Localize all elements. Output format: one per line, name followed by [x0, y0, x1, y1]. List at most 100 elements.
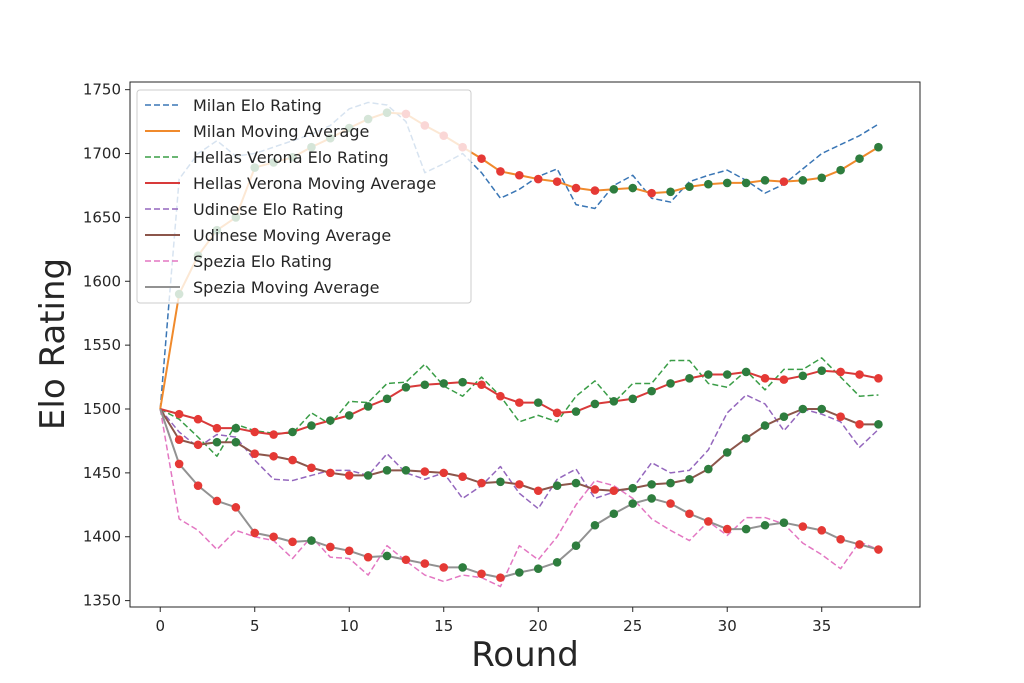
udinese-moving-average-point: [647, 480, 656, 489]
y-tick-label: 1750: [83, 81, 121, 99]
spezia-moving-average-point: [798, 522, 808, 531]
x-tick-label: 30: [718, 617, 737, 635]
hellas-verona-moving-average-point: [250, 427, 260, 437]
spezia-moving-average-point: [552, 557, 562, 567]
udinese-moving-average-point: [326, 468, 335, 478]
udinese-moving-average-point: [420, 467, 430, 476]
x-axis: 0 5 10 15 20 25 30 35: [155, 607, 831, 635]
spezia-moving-average-point: [458, 563, 467, 572]
spezia-moving-average-point: [363, 552, 373, 562]
spezia-moving-average-point: [722, 524, 732, 534]
legend: Milan Elo Rating Milan Moving Average Hell…: [136, 89, 472, 304]
milan-moving-average-point: [704, 179, 713, 189]
spezia-moving-average-point: [250, 528, 260, 538]
udinese-moving-average-point: [231, 437, 241, 447]
udinese-elo-rating-legend-label: Udinese Elo Rating: [193, 200, 344, 219]
udinese-moving-average-point: [250, 449, 260, 459]
hellas-verona-moving-average-point: [836, 367, 845, 377]
udinese-moving-average-point: [628, 483, 638, 493]
plot-frame: [129, 81, 921, 608]
hellas-verona-moving-average-point: [288, 427, 297, 437]
hellas-verona-moving-average-point: [458, 377, 467, 387]
hellas-verona-moving-average-point: [609, 397, 619, 406]
udinese-moving-average-point: [798, 404, 808, 414]
milan-moving-average-point: [496, 167, 505, 176]
spezia-moving-average-point: [515, 568, 524, 577]
udinese-moving-average-point: [515, 480, 524, 489]
hellas-verona-moving-average-point: [779, 375, 789, 384]
milan-moving-average-point: [515, 170, 524, 180]
spezia-moving-average-point: [874, 545, 883, 554]
y-tick-label: 1450: [83, 464, 121, 482]
milan-moving-average-point: [571, 183, 581, 193]
y-tick-label: 1700: [83, 145, 121, 163]
udinese-moving-average-point: [193, 440, 203, 450]
y-tick-label: 1550: [83, 336, 121, 354]
hellas-verona-moving-average-point: [307, 421, 316, 430]
milan-moving-average-legend-label: Milan Moving Average: [193, 122, 369, 141]
udinese-moving-average-point: [439, 468, 449, 478]
x-tick-label: 10: [340, 617, 359, 635]
hellas-verona-moving-average-point: [363, 402, 373, 411]
spezia-moving-average-point: [817, 526, 827, 535]
hellas-verona-moving-average-point: [212, 423, 222, 433]
milan-moving-average-point: [836, 165, 845, 175]
spezia-moving-average-legend-label: Spezia Moving Average: [193, 278, 379, 297]
x-tick-label: 20: [529, 617, 548, 635]
hellas-verona-moving-average-point: [401, 382, 411, 392]
hellas-verona-moving-average-point: [193, 414, 203, 424]
hellas-verona-moving-average-point: [533, 398, 543, 407]
y-axis-title: Elo Rating: [33, 258, 73, 430]
milan-elo-rating-legend-label: Milan Elo Rating: [193, 96, 322, 115]
udinese-moving-average-point: [363, 471, 373, 480]
y-axis: 1350 1400 1450 1500 1550 1600 1650 1700 1750: [83, 81, 130, 610]
udinese-moving-average-point: [779, 412, 789, 421]
hellas-verona-moving-average-point: [571, 407, 581, 416]
udinese-moving-average-point: [269, 451, 278, 461]
spezia-moving-average-point: [836, 535, 845, 544]
spezia-moving-average-point: [269, 532, 278, 542]
spezia-moving-average-point: [212, 496, 222, 506]
spezia-moving-average-point: [439, 563, 449, 572]
spezia-moving-average-point: [288, 537, 297, 547]
udinese-moving-average-legend-label: Udinese Moving Average: [193, 226, 391, 245]
spezia-moving-average-point: [401, 555, 411, 565]
udinese-moving-average-point: [609, 486, 619, 496]
hellas-verona-elo-rating-legend-label: Hellas Verona Elo Rating: [193, 148, 389, 167]
spezia-moving-average-point: [571, 541, 581, 550]
udinese-moving-average-point: [817, 404, 827, 414]
udinese-moving-average-point: [533, 486, 543, 496]
hellas-verona-moving-average-point: [439, 379, 449, 388]
hellas-verona-moving-average-point: [817, 366, 827, 375]
hellas-verona-moving-average-point: [515, 398, 524, 407]
spezia-moving-average-point: [704, 517, 713, 526]
spezia-moving-average-point: [477, 569, 486, 579]
hellas-verona-moving-average-point: [231, 423, 241, 433]
x-tick-label: 15: [434, 617, 453, 635]
hellas-verona-moving-average-point: [741, 367, 751, 377]
hellas-verona-moving-average-point: [722, 370, 732, 379]
milan-moving-average-point: [590, 186, 600, 195]
spezia-elo-rating-line: [159, 408, 879, 588]
milan-moving-average-point: [855, 154, 864, 163]
y-tick-label: 1650: [83, 208, 121, 226]
milan-moving-average-point: [533, 174, 543, 184]
udinese-moving-average-point: [836, 412, 845, 421]
hellas-verona-moving-average-point: [855, 370, 864, 379]
spezia-moving-average-point: [496, 573, 505, 582]
spezia-moving-average-point: [326, 542, 335, 552]
spezia-moving-average-point: [666, 499, 675, 508]
spezia-moving-average-point: [741, 524, 751, 534]
spezia-moving-average-point: [344, 546, 354, 556]
udinese-moving-average-point: [685, 474, 694, 484]
spezia-moving-average-point: [855, 540, 864, 549]
udinese-moving-average-point: [666, 478, 675, 488]
y-tick-label: 1350: [83, 592, 121, 610]
hellas-verona-moving-average-point: [666, 379, 675, 388]
udinese-moving-average-point: [496, 477, 505, 487]
udinese-moving-average-point: [741, 434, 751, 443]
hellas-verona-moving-average-point: [269, 430, 278, 439]
y-tick-label: 1600: [83, 272, 121, 290]
legend-box: [136, 89, 472, 304]
